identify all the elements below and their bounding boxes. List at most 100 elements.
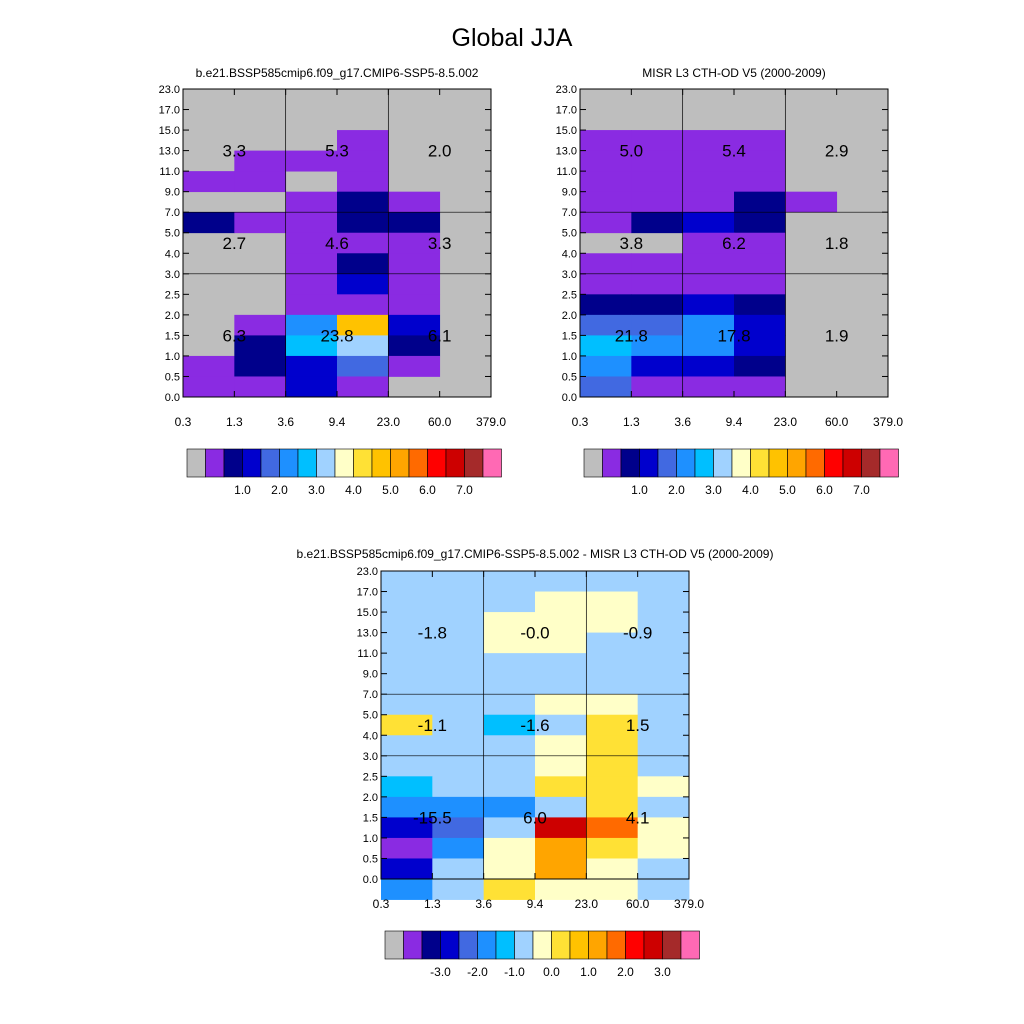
heatmap-cell [483, 755, 536, 777]
heatmap-cell [631, 253, 684, 275]
heatmap-cell [432, 694, 485, 716]
colorbar-swatch [477, 930, 497, 960]
heatmap-cell [234, 212, 287, 234]
colorbar-swatch [260, 448, 280, 478]
heatmap-cell [381, 837, 433, 859]
colorbar-swatch [639, 448, 659, 478]
colorbar-swatch [353, 448, 373, 478]
heatmap-cell [234, 355, 287, 377]
heatmap-cell [586, 776, 639, 798]
heatmap-cell [535, 817, 587, 839]
heatmap-cell [637, 858, 690, 880]
heatmap-cell [432, 735, 485, 757]
heatmap-cell [285, 253, 338, 275]
colorbar-swatch [384, 930, 404, 960]
region-grid [579, 88, 889, 398]
heatmap-cell [183, 376, 235, 398]
colorbar-label: 2.0 [271, 483, 288, 497]
heatmap-cell [535, 591, 587, 613]
heatmap-cell [734, 253, 786, 275]
heatmap-cell [183, 355, 235, 377]
y-tick-label: 13.0 [357, 628, 378, 640]
heatmap-cell [586, 879, 639, 900]
colorbar-label: 7.0 [853, 483, 870, 497]
heatmap-cell [432, 612, 485, 633]
heatmap-cell [337, 376, 389, 398]
y-tick-label: 0.5 [165, 371, 180, 383]
colorbar-swatch [713, 448, 733, 478]
heatmap-cell [637, 817, 690, 839]
heatmap-cell [586, 837, 639, 859]
x-tick-label: 1.3 [424, 897, 441, 911]
colorbar-swatch [464, 448, 484, 478]
region-total-label: 2.7 [223, 234, 247, 253]
x-tick-label: 9.4 [726, 415, 743, 429]
heatmap-cell [637, 714, 690, 736]
colorbar-swatch [824, 448, 844, 478]
y-tick-label: 1.0 [363, 833, 378, 845]
heatmap-cell [682, 232, 735, 254]
x-tick-label: 9.4 [329, 415, 346, 429]
colorbar-label: -1.0 [504, 965, 525, 979]
panel-title: MISR L3 CTH-OD V5 (2000-2009) [642, 66, 825, 80]
heatmap-cell [637, 673, 690, 695]
colorbar-label: 4.0 [742, 483, 759, 497]
region-total-label: 6.3 [223, 326, 247, 345]
colorbar-swatch [861, 448, 881, 478]
heatmap-cell [734, 376, 786, 398]
heatmap-cell [586, 714, 639, 736]
y-tick-label: 1.0 [165, 351, 180, 363]
heatmap-cell [586, 858, 639, 880]
heatmap-cell [580, 171, 632, 193]
colorbar-swatch [620, 448, 640, 478]
region-totals: 3.3 5.3 2.0 2.7 4.6 3.3 6.3 23.8 6.1 [223, 142, 452, 346]
axis-ticks: 0.0 0.5 1.0 1.5 2.0 2.5 3.0 4.0 5.0 7.0 9.0 11.0 13.… [159, 84, 507, 429]
heatmap-cell [637, 632, 690, 654]
heatmap-cell [337, 150, 389, 172]
heatmap-cell [631, 191, 684, 213]
heatmap-cell [586, 632, 639, 654]
x-tick-label: 3.6 [674, 415, 691, 429]
heatmap-cell [337, 232, 389, 254]
heatmap-cell [586, 612, 639, 633]
colorbar-swatch [551, 930, 571, 960]
heatmap-cell [285, 150, 338, 172]
heatmap-cell [637, 755, 690, 777]
region-total-label: 1.8 [825, 234, 849, 253]
colorbar-swatch [676, 448, 696, 478]
x-tick-label: 23.0 [774, 415, 798, 429]
heatmap-cell [483, 796, 536, 818]
heatmap-cell [637, 612, 690, 633]
heatmap-cell [580, 314, 632, 336]
heatmap-cell [381, 653, 433, 675]
heatmap-cell [432, 755, 485, 777]
heatmap-cell [337, 335, 389, 357]
y-tick-label: 13.0 [556, 146, 577, 158]
heatmap-cell [388, 212, 441, 234]
y-tick-label: 11.0 [159, 166, 180, 178]
colorbar-label: -3.0 [430, 965, 451, 979]
y-tick-label: 3.0 [165, 269, 180, 281]
heatmap-cell [631, 273, 684, 295]
heatmap-cell [483, 714, 536, 736]
heatmap-cell [234, 376, 287, 398]
colorbar-label: 4.0 [345, 483, 362, 497]
heatmap-cell [381, 694, 433, 716]
heatmap-cell [285, 232, 338, 254]
colorbar-swatch [602, 448, 622, 478]
heatmap-cell [580, 355, 632, 377]
colorbar-swatch [879, 448, 899, 478]
heatmap-cell [734, 150, 786, 172]
colorbar-label: 6.0 [816, 483, 833, 497]
region-total-label: -0.0 [520, 624, 549, 643]
region-total-label: 5.4 [722, 142, 746, 161]
colorbar-swatch [458, 930, 478, 960]
colorbar-swatch [768, 448, 788, 478]
heatmap-cell [631, 376, 684, 398]
heatmap-cell [285, 376, 338, 398]
figure-title: Global JJA [452, 24, 573, 52]
colorbar-swatch [532, 930, 552, 960]
heatmap-cell [381, 817, 433, 839]
y-tick-label: 15.0 [159, 125, 180, 137]
